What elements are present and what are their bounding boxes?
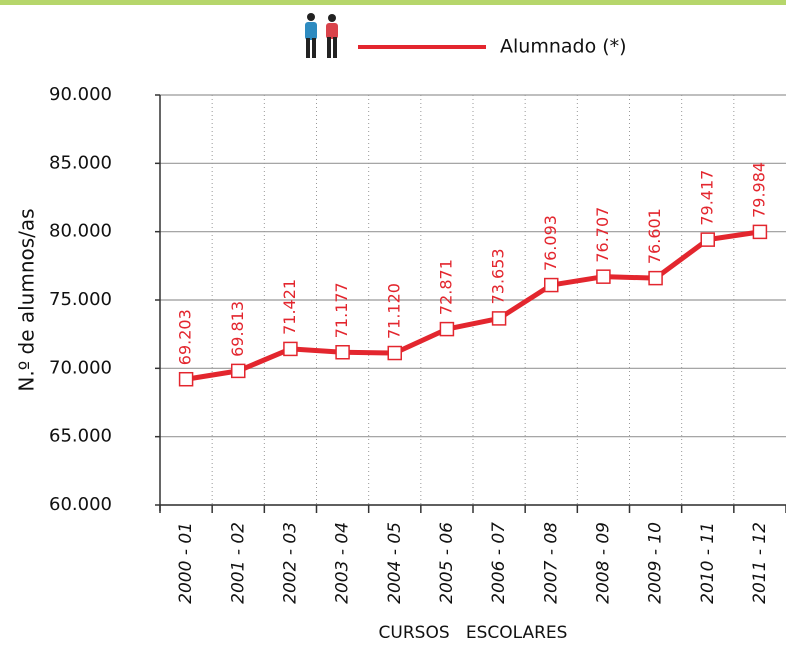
y-tick-label: 90.000 bbox=[49, 84, 112, 105]
y-tick-label: 65.000 bbox=[49, 426, 112, 447]
x-tick-label: 2008 - 09 bbox=[593, 522, 613, 604]
marker bbox=[283, 341, 298, 357]
marker bbox=[231, 363, 246, 379]
x-axis-title: CURSOS ESCOLARES bbox=[379, 623, 568, 643]
data-label: 76.093 bbox=[541, 215, 560, 271]
line bbox=[185, 229, 761, 382]
x-tick-label: 2010 - 11 bbox=[698, 522, 718, 604]
y-tick-label: 85.000 bbox=[49, 152, 112, 173]
x-tick-label: 2007 - 08 bbox=[541, 522, 561, 604]
y-tick-label: 70.000 bbox=[49, 357, 112, 378]
marker bbox=[387, 345, 402, 361]
y-tick-label: 80.000 bbox=[49, 221, 112, 242]
x-tick-label: 2006 - 07 bbox=[489, 522, 509, 604]
y-axis-title: N.º de alumnos/as bbox=[15, 208, 39, 391]
data-label: 69.203 bbox=[176, 309, 195, 365]
x-tick-label: 2002 - 03 bbox=[280, 522, 300, 604]
y-tick-label: 75.000 bbox=[49, 289, 112, 310]
data-label: 73.653 bbox=[489, 248, 508, 304]
marker bbox=[596, 269, 611, 284]
data-label: 69.813 bbox=[228, 301, 247, 357]
x-tick-label: 2005 - 06 bbox=[437, 522, 457, 604]
marker bbox=[752, 224, 768, 240]
x-tick-label: 2011 - 12 bbox=[750, 522, 770, 604]
data-label: 79.984 bbox=[749, 162, 768, 218]
legend-icon bbox=[305, 13, 338, 58]
marker bbox=[335, 344, 350, 360]
data-label: 76.707 bbox=[593, 207, 612, 263]
x-tick-label: 2009 - 10 bbox=[646, 522, 666, 604]
top-bar bbox=[0, 0, 786, 5]
marker bbox=[544, 277, 559, 293]
data-label: 79.417 bbox=[697, 170, 716, 226]
data-label: 71.177 bbox=[332, 282, 351, 338]
data-label: 71.421 bbox=[280, 279, 299, 335]
data-label: 72.871 bbox=[436, 259, 455, 315]
data-label: 71.120 bbox=[384, 283, 403, 339]
x-tick-label: 2003 - 04 bbox=[333, 522, 353, 604]
marker bbox=[700, 232, 715, 247]
x-tick-label: 2001 - 02 bbox=[228, 522, 248, 604]
data-label: 76.601 bbox=[645, 208, 664, 264]
x-tick-label: 2000 - 01 bbox=[176, 522, 196, 604]
marker bbox=[648, 270, 663, 286]
y-tick-label: 60.000 bbox=[49, 494, 112, 515]
marker bbox=[491, 311, 507, 326]
x-tick-label: 2004 - 05 bbox=[385, 522, 405, 604]
marker bbox=[439, 321, 455, 337]
legend-label: Alumnado (*) bbox=[500, 36, 627, 58]
marker bbox=[178, 371, 194, 387]
